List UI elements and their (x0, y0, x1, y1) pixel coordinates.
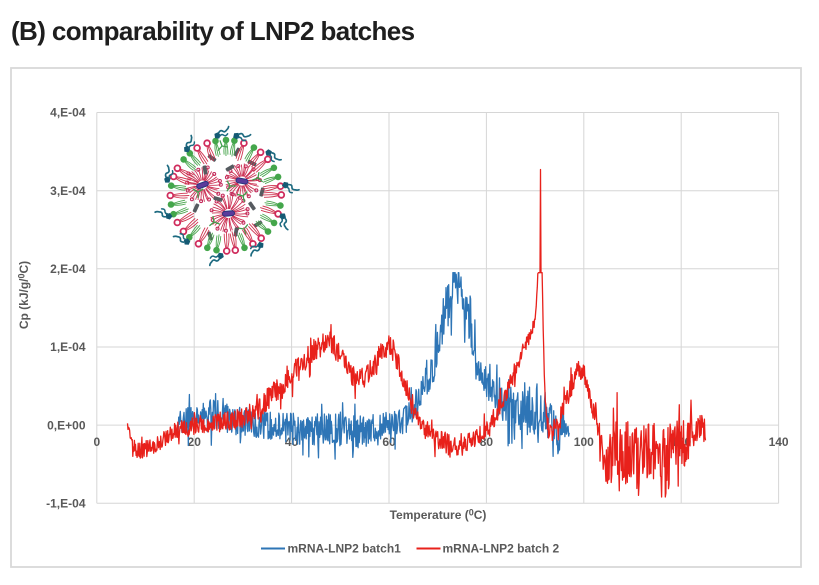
svg-text:2,E-04: 2,E-04 (50, 262, 86, 276)
svg-text:60: 60 (382, 435, 396, 449)
svg-text:140: 140 (769, 435, 789, 449)
svg-text:4,E-04: 4,E-04 (50, 106, 86, 120)
svg-text:0,E+00: 0,E+00 (47, 418, 86, 432)
svg-text:-1,E-04: -1,E-04 (46, 496, 86, 510)
svg-text:mRNA-LNP2 batch1: mRNA-LNP2 batch1 (288, 542, 402, 556)
svg-text:Temperature (0C): Temperature (0C) (390, 508, 487, 523)
svg-text:100: 100 (574, 435, 594, 449)
svg-text:1,E-04: 1,E-04 (50, 340, 86, 354)
svg-text:0: 0 (93, 435, 100, 449)
svg-text:20: 20 (188, 435, 202, 449)
svg-text:3,E-04: 3,E-04 (50, 184, 86, 198)
svg-text:Cp (kJ/g/0C): Cp (kJ/g/0C) (17, 261, 32, 329)
svg-text:mRNA-LNP2 batch 2: mRNA-LNP2 batch 2 (443, 542, 560, 556)
